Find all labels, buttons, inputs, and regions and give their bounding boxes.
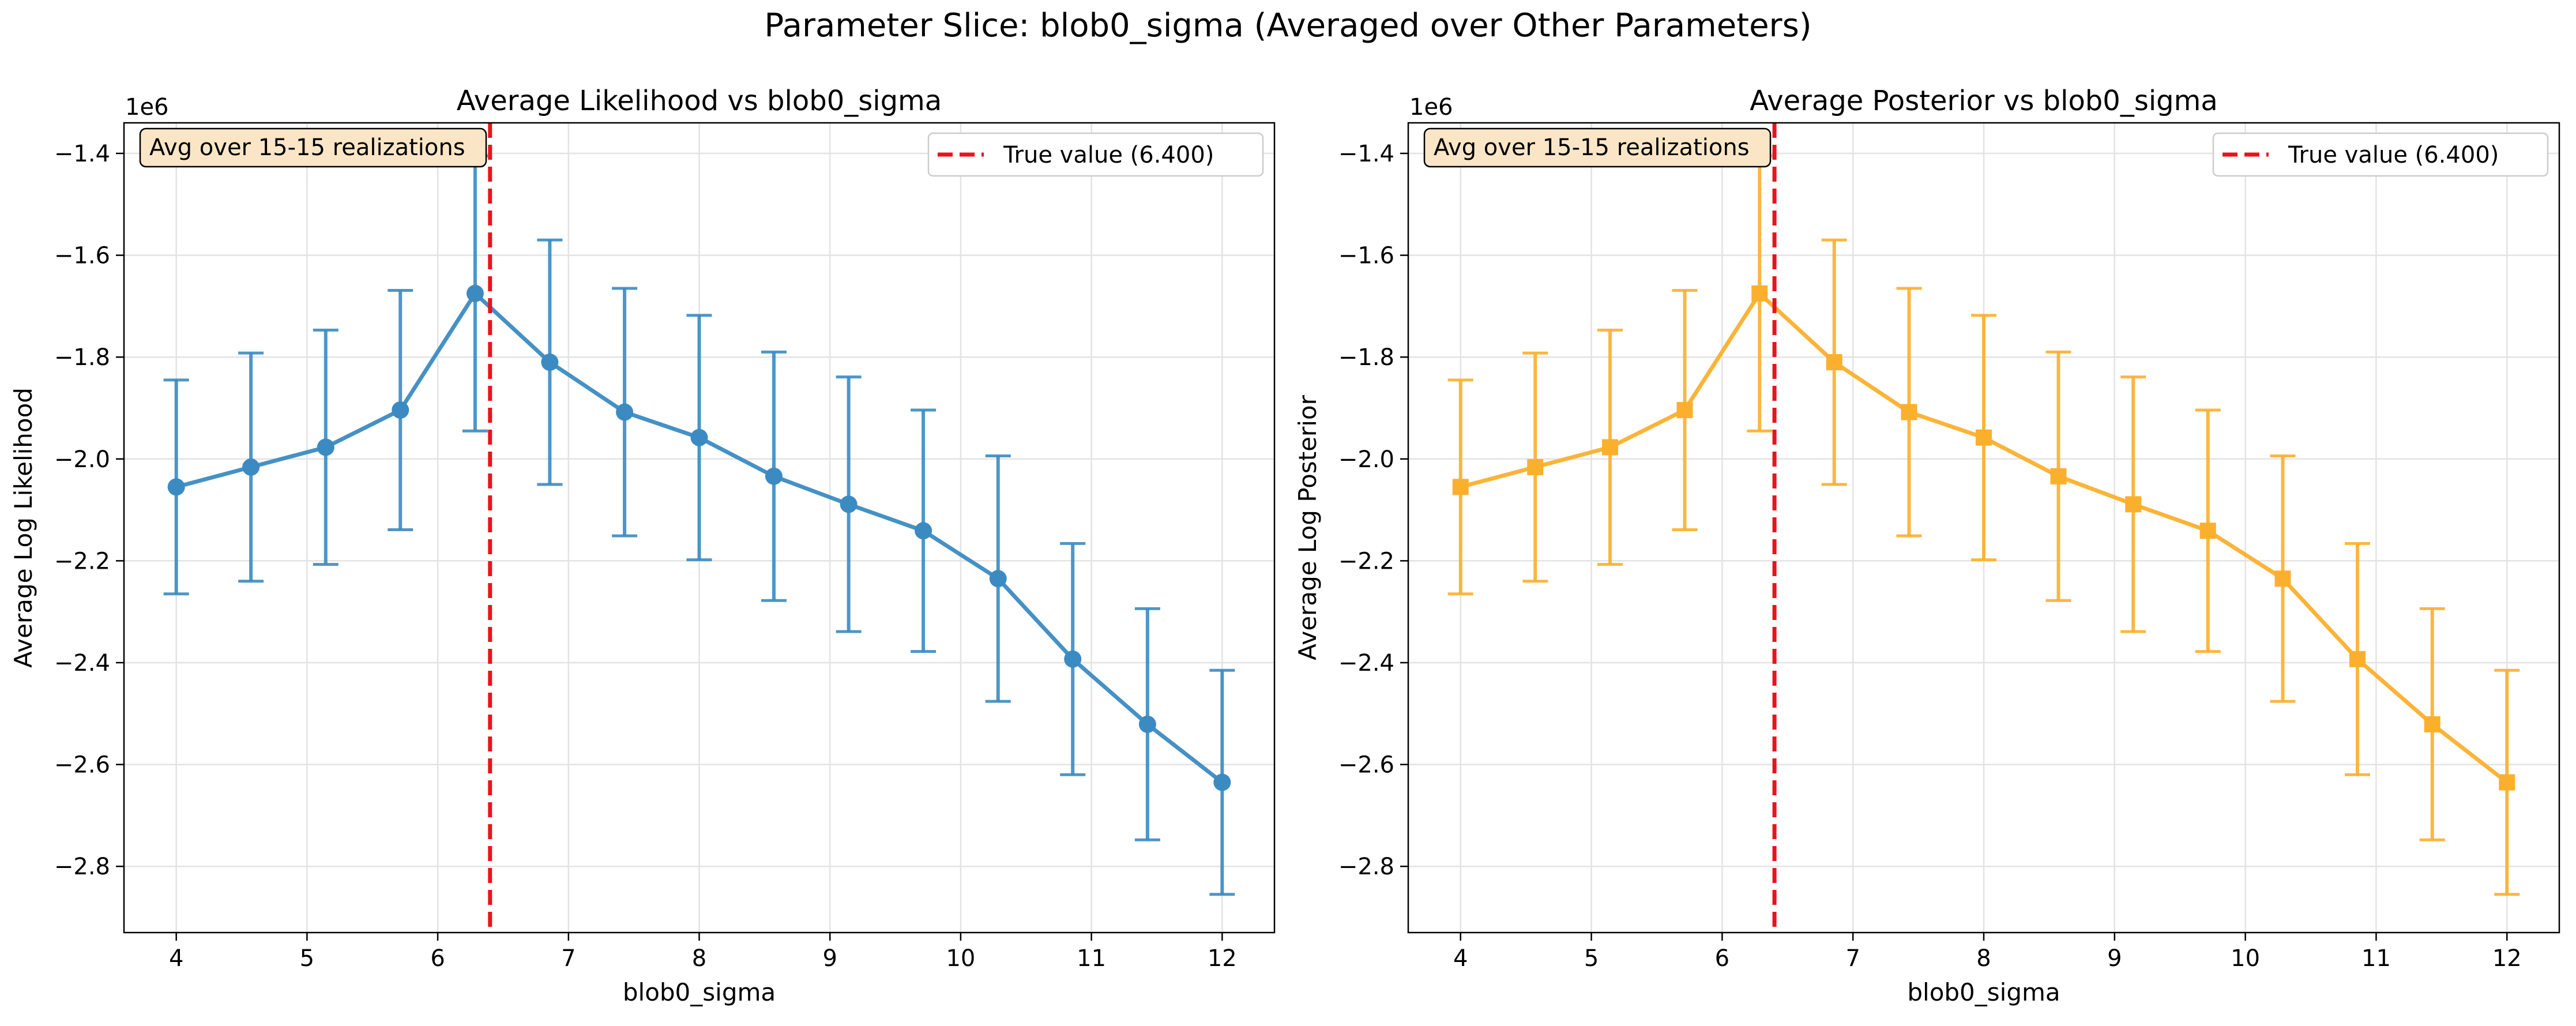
annotation-text: Avg over 15-15 realizations (1434, 134, 1750, 161)
y-tick-label: −2.6 (1338, 752, 1394, 779)
y-tick-label: −1.8 (54, 344, 110, 371)
x-tick-label: 6 (1715, 945, 1729, 972)
y-offset-label: 1e6 (125, 94, 169, 121)
y-offset-label: 1e6 (1409, 94, 1453, 121)
data-point (1601, 439, 1618, 456)
annotation-box: Avg over 15-15 realizations (1423, 127, 1772, 168)
data-point (392, 401, 409, 419)
y-tick-label: −2.8 (1338, 854, 1394, 880)
chart-panel-1: 4 5 6 7 8 9 10 11 12 −1.4 −1.6 −1.8 −2.0 −2.2 −2.4 −2.6… (9, 85, 1276, 1006)
data-point (2424, 716, 2440, 732)
data-point (541, 354, 559, 371)
legend-frame (927, 132, 1264, 177)
x-tick-label: 8 (692, 945, 706, 972)
y-axis-label: Average Log Likelihood (9, 388, 37, 668)
data-point (915, 522, 932, 540)
x-tick-label: 9 (2107, 945, 2122, 972)
x-tick-label: 10 (2231, 945, 2260, 972)
data-point (317, 438, 334, 456)
x-tick-label: 11 (2361, 945, 2391, 972)
x-tick-label: 11 (1077, 945, 1106, 972)
data-point (466, 284, 484, 302)
series-1 (163, 154, 1235, 896)
data-point (1976, 429, 1992, 446)
data-point (1676, 402, 1693, 419)
x-tick-label: 12 (1208, 945, 1237, 972)
y-tick-label: −1.4 (1338, 141, 1394, 167)
y-tick-label: −2.2 (54, 548, 110, 574)
y-tick-label: −1.4 (54, 141, 110, 167)
data-point (840, 495, 858, 513)
data-point (1826, 354, 1842, 371)
data-point (1064, 650, 1082, 668)
y-tick-label: −2.4 (1338, 650, 1394, 677)
chart-title: Average Likelihood vs blob0_sigma (457, 85, 942, 117)
x-tick-label: 5 (1584, 945, 1599, 972)
figure-suptitle: Parameter Slice: blob0_sigma (Averaged o… (764, 7, 1812, 44)
y-tick-label: −2.4 (54, 650, 110, 677)
legend-frame (2212, 132, 2549, 177)
data-point (1138, 715, 1156, 733)
data-point (690, 429, 708, 446)
chart-title: Average Posterior vs blob0_sigma (1750, 85, 2218, 117)
x-tick-label: 7 (1845, 945, 1860, 972)
y-tick-label: −1.8 (1338, 344, 1394, 371)
axes-frame (123, 122, 1276, 934)
data-point (1213, 773, 1231, 791)
x-tick-label: 7 (561, 945, 576, 972)
x-tick-label: 10 (946, 945, 975, 972)
y-tick-label: −2.6 (54, 752, 110, 779)
y-tick-label: −1.6 (1338, 243, 1394, 269)
data-point (167, 478, 185, 496)
data-point (1527, 458, 1544, 475)
data-point (616, 403, 634, 421)
y-tick-label: −1.6 (54, 243, 110, 269)
x-tick-label: 4 (169, 945, 183, 972)
annotation-text: Avg over 15-15 realizations (149, 134, 465, 161)
annotation-box: Avg over 15-15 realizations (139, 127, 487, 168)
data-point (2499, 774, 2515, 791)
x-tick-label: 5 (300, 945, 314, 972)
series-1 (1447, 154, 2520, 896)
x-tick-label: 4 (1453, 945, 1468, 972)
legend: True value (6.400) (2212, 132, 2549, 177)
chart-panel-2: 4 5 6 7 8 9 10 11 12 −1.4 −1.6 −1.8 −2.0 −2.2 −2.4 −2.6… (1293, 85, 2560, 1006)
legend-label: True value (6.400) (2288, 142, 2499, 168)
y-tick-label: −2.0 (54, 446, 110, 473)
x-tick-label: 12 (2492, 945, 2522, 972)
data-point (1901, 404, 1917, 420)
x-tick-label: 8 (1976, 945, 1991, 972)
data-point (2125, 496, 2142, 513)
x-tick-label: 6 (430, 945, 445, 972)
data-point (1452, 479, 1469, 495)
annotation-background (139, 127, 487, 168)
data-point (2050, 468, 2067, 484)
data-point (2349, 651, 2366, 667)
y-tick-label: −2.0 (1338, 446, 1394, 473)
y-axis-label: Average Log Posterior (1293, 394, 1322, 660)
data-point (2199, 523, 2216, 539)
x-axis-label: blob0_sigma (623, 978, 776, 1006)
legend-label: True value (6.400) (1003, 142, 1214, 168)
y-tick-label: −2.2 (1338, 548, 1394, 574)
legend: True value (6.400) (927, 132, 1264, 177)
data-point (765, 467, 783, 485)
x-tick-label: 9 (822, 945, 837, 972)
data-point (242, 458, 260, 476)
x-axis-label: blob0_sigma (1907, 978, 2060, 1006)
data-point (989, 570, 1007, 588)
y-tick-label: −2.8 (54, 854, 110, 880)
data-point (1751, 285, 1768, 302)
axes-frame (1407, 122, 2560, 934)
data-point (2274, 570, 2291, 587)
annotation-background (1423, 127, 1772, 168)
